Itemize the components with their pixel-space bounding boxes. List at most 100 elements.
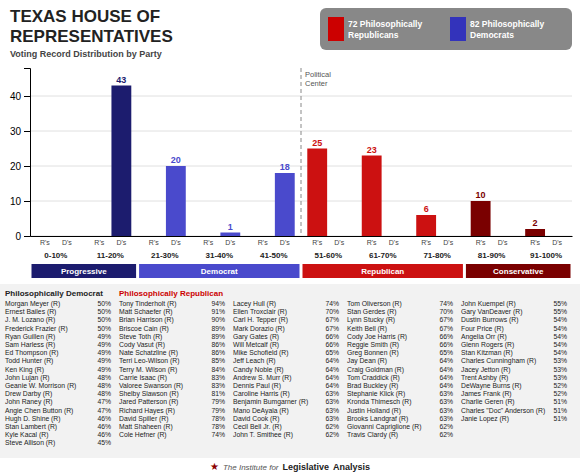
list-name: Angie Chen Button (R) — [5, 407, 73, 415]
category-band-label: Conservative — [493, 267, 544, 276]
list-name: Will Metcalf (R) — [233, 341, 279, 349]
list-value: 62% — [325, 423, 339, 430]
series-sub-label: D's — [498, 239, 508, 246]
list-value: 79% — [211, 398, 225, 405]
list-name: Ellen Troxclair (R) — [233, 308, 287, 316]
list-name: John Lujan (R) — [5, 374, 50, 382]
list-name: Richard Hayes (R) — [119, 407, 175, 415]
y-axis: 010203040 — [10, 69, 31, 242]
category-band — [303, 264, 463, 278]
list-value: 65% — [439, 349, 453, 356]
list-value: 66% — [325, 341, 339, 348]
series-sub-label: R's — [476, 239, 486, 246]
bar — [275, 173, 295, 236]
category-bands: ProgressiveDemocratRepublicanConservativ… — [32, 264, 571, 278]
list-name: Travis Clardy (R) — [347, 431, 398, 439]
list-value: 63% — [325, 390, 339, 397]
list-name: Cole Hefner (R) — [119, 431, 167, 439]
list-value: 66% — [325, 333, 339, 340]
list-value: 94% — [211, 300, 225, 307]
category-band-label: Democrat — [201, 267, 238, 276]
bar — [471, 201, 491, 236]
list-name: Ken King (R) — [5, 366, 44, 374]
x-tick-label: 41-50% — [260, 251, 288, 260]
list-value: 64% — [325, 374, 339, 381]
series-sub-label: D's — [552, 239, 562, 246]
list-name: Ernest Bailes (R) — [5, 308, 56, 316]
list-value: 90% — [211, 316, 225, 323]
list-value: 63% — [325, 407, 339, 414]
x-tick-label: 0-10% — [44, 251, 67, 260]
list-name: Morgan Meyer (R) — [5, 300, 60, 308]
list-value: 63% — [439, 398, 453, 405]
list-name: Giovanni Capriglione (R) — [347, 423, 421, 431]
bar — [493, 236, 513, 237]
list-value: 55% — [553, 308, 567, 315]
x-tick-label: 61-70% — [369, 251, 397, 260]
list-value: 51% — [553, 415, 567, 422]
list-name: Trent Ashby (R) — [461, 374, 508, 382]
list-value: 66% — [439, 333, 453, 340]
list-name: Charlie Geren (R) — [461, 398, 515, 406]
bar — [329, 236, 349, 237]
list-value: 67% — [439, 316, 453, 323]
list-name: Mano DeAyala (R) — [233, 407, 289, 415]
list-name: Ryan Guillen (R) — [5, 333, 55, 341]
list-value: 45% — [97, 439, 111, 446]
list-name: Gary Gates (R) — [233, 333, 279, 341]
list-value: 62% — [439, 423, 453, 430]
list-value: 81% — [211, 390, 225, 397]
list-value: 53% — [553, 374, 567, 381]
series-sub-label: D's — [280, 239, 290, 246]
series-sub-label: R's — [312, 239, 322, 246]
annotation-line: Political — [305, 70, 331, 79]
list-name: Mike Schofield (R) — [233, 349, 289, 357]
y-tick: 30 — [10, 126, 30, 137]
list-name: Brooks Landgraf (R) — [347, 415, 408, 423]
bar — [416, 215, 436, 236]
list-name: Jared Patterson (R) — [119, 398, 178, 406]
x-tick-label: 51-60% — [314, 251, 342, 260]
list-name: Brad Buckley (R) — [347, 382, 398, 390]
y-tick: 10 — [10, 196, 30, 207]
list-name: Reggie Smith (R) — [347, 341, 399, 349]
list-value: 67% — [439, 325, 453, 332]
list-value: 67% — [325, 316, 339, 323]
y-tick-label: 40 — [10, 91, 22, 102]
series-sub-label: R's — [203, 239, 213, 246]
category-band — [139, 264, 299, 278]
list-name: Angelia Orr (R) — [461, 333, 507, 341]
list-value: 48% — [97, 390, 111, 397]
list-name: Cody Joe Harris (R) — [347, 333, 407, 341]
list-value: 63% — [325, 415, 339, 422]
list-name: Tom Oliverson (R) — [347, 300, 402, 308]
bar — [220, 233, 240, 237]
x-tick: 81-90% — [478, 251, 506, 260]
list-name: Carl H. Tepper (R) — [233, 316, 288, 324]
series-sub-label: R's — [258, 239, 268, 246]
list-value: 54% — [553, 341, 567, 348]
y-tick-label: 30 — [10, 126, 22, 137]
list-value: 91% — [211, 308, 225, 315]
list-name: Terri Leo-Wilson (R) — [119, 357, 179, 365]
list-value: 84% — [211, 366, 225, 373]
list-name: Kronda Thimesch (R) — [347, 398, 411, 406]
data-label: 10 — [476, 190, 486, 200]
series-sub-label: D's — [334, 239, 344, 246]
y-tick: 0 — [15, 231, 30, 242]
list-value: 74% — [211, 431, 225, 438]
bar — [253, 236, 273, 237]
list-value: 85% — [211, 357, 225, 364]
footer-text: Legislative — [283, 462, 330, 472]
list-value: 66% — [439, 341, 453, 348]
list-name: Greg Bonnen (R) — [347, 349, 399, 357]
subtitle: Voting Record Distribution by Party — [10, 49, 162, 59]
annotation: PoliticalCenter — [305, 70, 331, 88]
category-band — [32, 264, 137, 278]
series-sub-label: R's — [530, 239, 540, 246]
list-value: 47% — [97, 407, 111, 414]
list-name: Dustin Burrows (R) — [461, 316, 518, 324]
y-tick-mark — [24, 201, 30, 202]
list-name: Sam Harless (R) — [5, 341, 55, 349]
list-name: David Spiller (R) — [119, 415, 168, 423]
